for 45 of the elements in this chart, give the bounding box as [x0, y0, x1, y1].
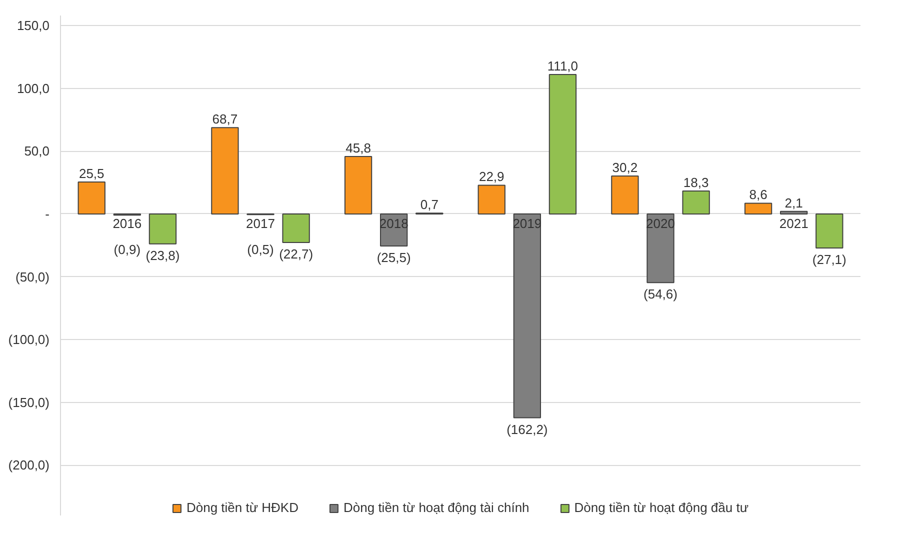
- data-label: 45,8: [346, 140, 371, 156]
- x-tick-label: 2021: [779, 216, 808, 231]
- data-label: 22,9: [478, 169, 504, 184]
- data-label: 0,7: [420, 197, 438, 212]
- data-label: 111,0: [547, 58, 578, 74]
- data-label: (25,5): [376, 250, 411, 266]
- bar: [513, 213, 541, 418]
- x-tick-label: 2017: [246, 216, 275, 231]
- y-tick-label: (50,0): [16, 269, 50, 284]
- y-tick-label: 50,0: [24, 144, 50, 159]
- data-label: 2,1: [784, 195, 803, 210]
- y-tick-label: (150,0): [8, 394, 50, 410]
- data-label: (54,6): [644, 286, 678, 302]
- bar: [282, 213, 310, 244]
- bar: [78, 181, 106, 214]
- legend-label: Dòng tiền từ hoạt động tài chính: [344, 500, 530, 515]
- data-label: (162,2): [506, 422, 548, 437]
- bar: [682, 190, 710, 214]
- bar: [780, 210, 808, 214]
- bar: [344, 156, 372, 214]
- data-label: (22,7): [279, 246, 314, 262]
- data-label: (0,9): [114, 242, 141, 257]
- bar: [478, 184, 506, 214]
- x-tick-label: 2016: [112, 216, 142, 231]
- bar: [148, 213, 177, 244]
- bar: [744, 202, 772, 214]
- data-label: 18,3: [683, 175, 709, 190]
- bar: [548, 74, 577, 214]
- data-label: 25,5: [78, 166, 104, 181]
- bar: [611, 176, 639, 214]
- data-label: 68,7: [212, 112, 238, 127]
- y-tick-label: 150,0: [16, 18, 50, 34]
- legend-label: Dòng tiền từ hoạt động đầu tư: [574, 500, 749, 515]
- data-label: (0,5): [247, 242, 274, 257]
- legend-label: Dòng tiền từ HĐKD: [186, 500, 298, 515]
- data-label: (27,1): [812, 252, 846, 268]
- data-label: (23,8): [146, 248, 180, 263]
- bar: [211, 127, 239, 214]
- y-tick-label: (200,0): [8, 458, 50, 473]
- data-label: 8,6: [749, 187, 768, 202]
- data-label: 30,2: [612, 160, 638, 176]
- y-tick-label: -: [45, 206, 50, 222]
- bar: [816, 213, 844, 249]
- y-tick-label: 100,0: [16, 80, 50, 96]
- y-tick-label: (100,0): [8, 332, 50, 348]
